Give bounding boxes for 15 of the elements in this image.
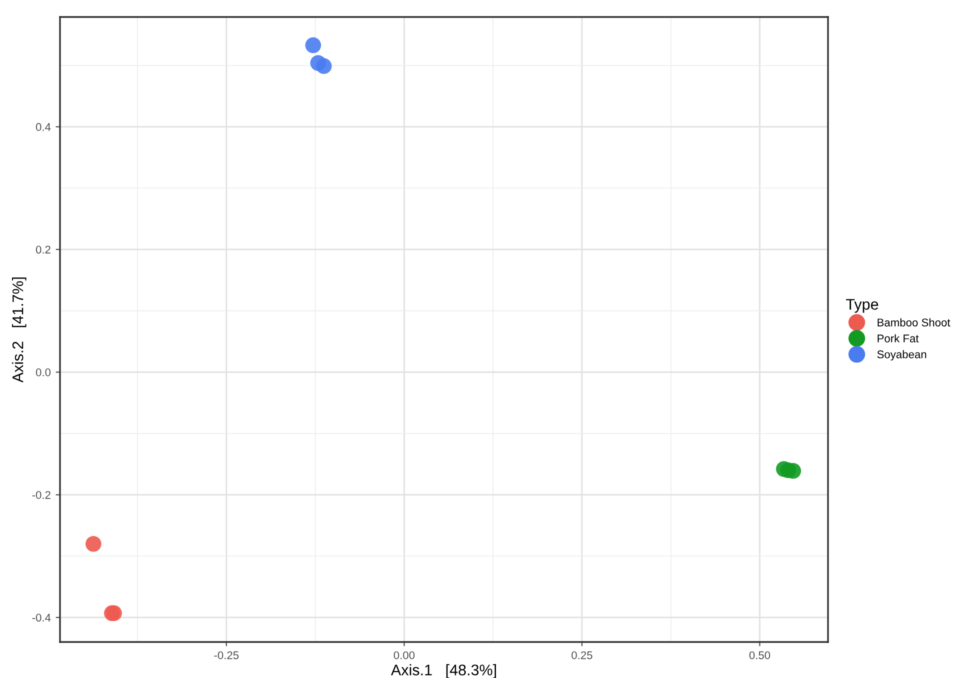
x-tick-label: -0.25 (214, 651, 239, 660)
y-tick-label: -0.4 (32, 614, 51, 622)
x-axis-title: Axis.1 [48.3%] (390, 664, 496, 678)
x-tick-label: 0.25 (572, 651, 592, 660)
y-tick-label: -0.2 (32, 491, 50, 499)
y-tick-label: 0.4 (36, 123, 51, 131)
legend-label: Soyabean (877, 350, 926, 360)
y-axis-title: Axis.2 [41.7%] (12, 278, 26, 383)
x-tick-label: 0.00 (394, 651, 415, 660)
x-tick-label: 0.50 (749, 651, 770, 660)
legend-label: Bamboo Shoot (878, 318, 950, 326)
y-tick-label: 0.0 (36, 368, 51, 376)
y-tick-label: 0.2 (36, 246, 50, 254)
legend-title: Type (846, 299, 878, 313)
legend-label: Pork Fat (878, 334, 919, 342)
